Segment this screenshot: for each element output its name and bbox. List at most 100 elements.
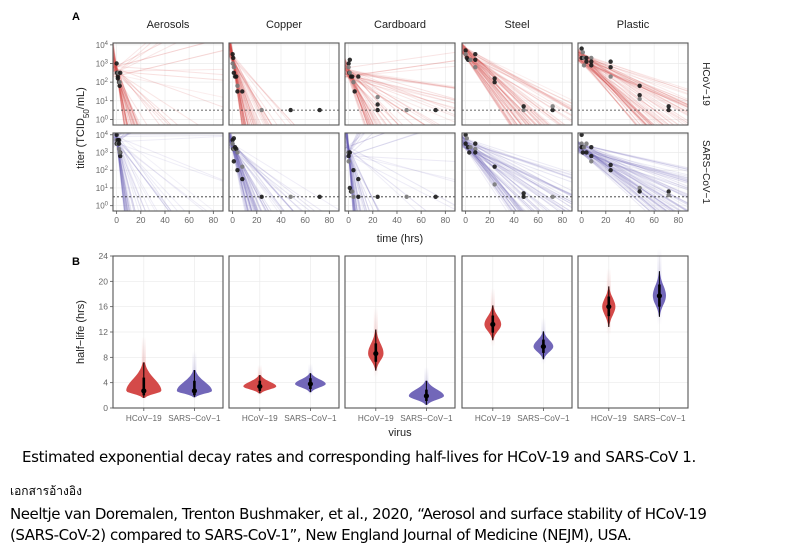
regression-line [578,51,688,93]
data-point [234,146,239,152]
x-tick-label: 40 [276,215,286,225]
regression-line [462,144,525,211]
regression-line [462,137,560,211]
regression-line [578,143,675,211]
regression-line [462,45,516,125]
regression-line [462,52,519,125]
y-tick-label: 104 [96,41,109,50]
regression-line [229,52,296,125]
facet-row-label: SARS−CoV−1 [700,140,711,204]
regression-line [578,60,665,125]
regression-line [345,72,455,110]
regression-line [462,134,515,211]
panel-frame [461,255,573,409]
regression-line [578,51,642,125]
data-point [240,164,245,169]
regression-line [578,54,648,125]
regression-line [578,151,688,179]
regression-line [229,133,259,211]
regression-line [113,43,164,69]
regression-line [462,43,525,125]
regression-line [229,53,296,125]
regression-line [578,61,688,107]
regression-line [462,53,572,109]
regression-line [345,133,420,158]
data-point [235,150,240,155]
regression-line [113,69,200,125]
regression-line [578,149,661,211]
regression-line [229,46,259,125]
data-point [666,189,671,194]
regression-line [462,141,572,211]
regression-line [229,45,249,125]
regression-line [462,141,572,203]
regression-line [462,136,572,198]
regression-line [578,54,688,105]
regression-line [578,140,688,211]
regression-line [345,73,427,125]
regression-line [462,46,534,125]
regression-line [462,47,566,125]
regression-line [229,45,261,125]
regression-line [229,45,249,125]
regression-line [462,43,518,125]
regression-line [462,43,533,125]
x-tick-label: SARS−CoV−1 [633,414,686,423]
panel-frame [344,255,456,409]
x-tick-label: HCoV−19 [242,414,278,423]
reference-heading: เอกสารอ้างอิง [10,484,82,498]
regression-line [229,133,256,211]
regression-line [345,154,455,162]
regression-line [345,133,387,149]
regression-line [578,143,688,170]
panel-frame [461,42,573,126]
regression-line [578,49,686,125]
regression-line [229,51,253,125]
regression-line [345,144,418,211]
data-point [550,104,555,109]
data-point [351,79,356,85]
x-tick-label: SARS−CoV−1 [284,414,337,423]
regression-line [229,146,311,211]
regression-line [578,150,688,191]
regression-line [229,43,255,125]
regression-line [578,148,688,196]
titer-panel-plastic-hcov19 [577,42,689,126]
data-point [347,150,353,155]
regression-line [345,133,366,159]
regression-line [462,134,523,211]
regression-line [462,49,512,125]
regression-line [345,133,367,211]
regression-line [229,143,270,211]
regression-line [578,141,658,211]
regression-line [113,43,147,72]
y-tick-label: 104 [96,131,109,140]
regression-line [229,133,249,211]
regression-line [578,50,688,111]
data-point [521,107,526,113]
regression-line [113,60,133,125]
regression-line [113,65,140,125]
regression-line [462,135,513,211]
x-tick-label: 80 [558,215,568,225]
data-point [637,189,642,194]
regression-line [114,133,147,211]
regression-line [578,144,673,211]
regression-fan [578,48,688,125]
regression-line [578,59,688,106]
data-point [473,57,478,62]
regression-line [229,133,258,211]
regression-line [462,138,572,201]
median-point [191,388,197,394]
regression-line [345,146,428,211]
regression-line [578,147,688,176]
regression-line [578,149,688,179]
regression-line [578,147,677,211]
regression-line [578,60,688,104]
violin-facet-plastic [577,248,689,409]
data-point [231,136,237,141]
regression-line [229,138,253,211]
regression-line [462,52,572,107]
regression-line [113,70,148,125]
regression-line [345,69,441,125]
